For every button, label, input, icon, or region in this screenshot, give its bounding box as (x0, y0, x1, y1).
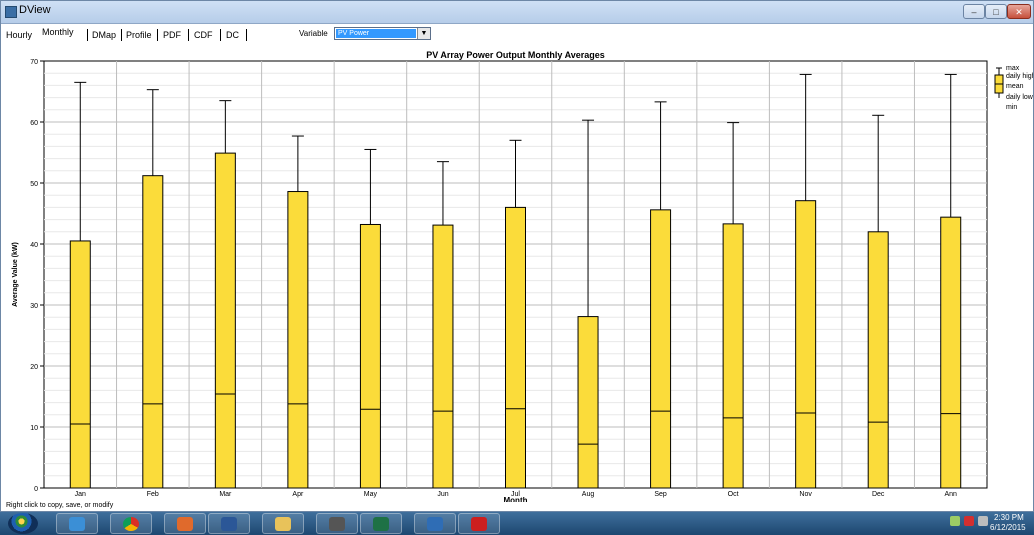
taskbar-excel[interactable] (360, 513, 402, 534)
tab-separator (188, 29, 189, 41)
taskbar-acrobat[interactable] (458, 513, 500, 534)
y-tick-label: 20 (30, 364, 38, 371)
x-tick-label: Ann (944, 491, 957, 498)
tab-profile[interactable]: Profile (126, 30, 152, 40)
tab-dc[interactable]: DC (226, 30, 239, 40)
y-tick-label: 40 (30, 242, 38, 249)
y-tick-label: 30 (30, 303, 38, 310)
outlook-icon (177, 517, 193, 531)
taskbar-internet-explorer[interactable] (56, 513, 98, 534)
app-icon (5, 6, 17, 18)
box-may (359, 223, 381, 489)
box-mar (214, 152, 236, 489)
close-button[interactable]: ✕ (1007, 4, 1031, 19)
x-tick-label: Aug (582, 491, 595, 498)
x-tick-label: Jul (511, 491, 520, 498)
tab-separator (157, 29, 158, 41)
chevron-down-icon[interactable]: ▼ (417, 28, 430, 39)
taskbar-matlab[interactable] (414, 513, 456, 534)
start-button[interactable] (8, 513, 38, 534)
tab-pdf[interactable]: PDF (163, 30, 181, 40)
security-icon[interactable] (964, 516, 974, 526)
y-tick-label: 60 (30, 120, 38, 127)
box-jul (505, 206, 526, 489)
x-tick-label: Oct (728, 491, 739, 498)
box-nov (795, 200, 817, 489)
x-tick-label: Feb (147, 491, 159, 498)
taskbar-word[interactable] (208, 513, 250, 534)
chart-title: PV Array Power Output Monthly Averages (426, 50, 605, 60)
x-tick-label: Apr (292, 491, 304, 498)
chrome-icon (123, 517, 139, 531)
box-sep (650, 209, 672, 489)
tab-separator (220, 29, 221, 41)
legend-label: daily low (1006, 94, 1033, 101)
x-tick-label: Mar (219, 491, 232, 498)
variable-select[interactable]: PV Power ▼ (334, 27, 431, 40)
tab-hourly[interactable]: Hourly (6, 30, 33, 40)
volume-icon[interactable] (978, 516, 988, 526)
tab-cdf[interactable]: CDF (194, 30, 213, 40)
status-text: Right click to copy, save, or modify (6, 502, 114, 509)
tab-dmap[interactable]: DMap (92, 30, 117, 40)
box-jun (432, 224, 454, 489)
y-tick-label: 10 (30, 425, 38, 432)
toolbar: Hourly Monthly DMap Profile PDF CDF DC V… (1, 24, 1033, 46)
x-tick-label: Sep (654, 491, 667, 498)
calculator-icon (329, 517, 345, 531)
y-axis-label: Average Value (kW) (12, 242, 19, 307)
acrobat-icon (471, 517, 487, 531)
variable-label: Variable (299, 29, 328, 38)
clock-date[interactable]: 6/12/2015 (990, 523, 1026, 532)
legend-label: max (1006, 65, 1020, 72)
box-feb (142, 175, 164, 489)
taskbar-file-explorer[interactable] (262, 513, 304, 534)
tab-separator (87, 29, 88, 41)
tab-monthly[interactable]: Monthly (42, 27, 74, 37)
x-tick-label: Jun (437, 491, 448, 498)
network-icon[interactable] (950, 516, 960, 526)
box-apr (287, 191, 309, 489)
word-icon (221, 517, 237, 531)
box-oct (722, 223, 744, 489)
maximize-button[interactable]: □ (985, 4, 1007, 19)
variable-value: PV Power (336, 29, 416, 38)
legend-label: min (1006, 104, 1017, 111)
x-tick-label: Nov (799, 491, 812, 498)
minimize-button[interactable]: – (963, 4, 985, 19)
folder-icon (275, 517, 291, 531)
taskbar-calculator[interactable] (316, 513, 358, 534)
matlab-icon (427, 517, 443, 531)
taskbar: 2:30 PM 6/12/2015 (0, 512, 1034, 535)
box-jan (69, 240, 91, 489)
legend-label: daily high (1006, 73, 1033, 80)
x-axis-label: Month (504, 496, 528, 502)
taskbar-outlook[interactable] (164, 513, 206, 534)
clock-time[interactable]: 2:30 PM (994, 513, 1024, 522)
excel-icon (373, 517, 389, 531)
title-bar: DView – □ ✕ (1, 1, 1033, 24)
dview-window: DView – □ ✕ Hourly Monthly DMap Profile … (0, 0, 1034, 512)
tab-separator (121, 29, 122, 41)
internet-explorer-icon (69, 517, 85, 531)
tab-separator (246, 29, 247, 41)
taskbar-chrome[interactable] (110, 513, 152, 534)
x-tick-label: Jan (75, 491, 86, 498)
legend-label: mean (1006, 83, 1024, 90)
box-ann (940, 216, 962, 489)
box-chart[interactable]: 0 10 20 30 40 50 60 70 Jan Feb Mar Apr May Jun Jul Aug S… (1, 46, 1033, 502)
y-tick-label: 0 (34, 486, 38, 493)
box-dec (867, 231, 889, 489)
window-title: DView (19, 4, 51, 16)
x-tick-label: May (364, 491, 378, 498)
box-aug (577, 316, 599, 489)
x-tick-label: Dec (872, 491, 885, 498)
y-tick-label: 50 (30, 181, 38, 188)
y-tick-label: 70 (30, 59, 38, 66)
